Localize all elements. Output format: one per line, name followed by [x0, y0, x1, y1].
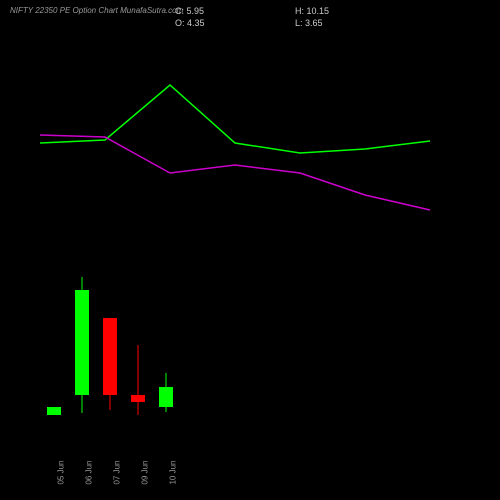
- candle: [75, 35, 89, 435]
- candle: [131, 35, 145, 435]
- chart-area: [40, 35, 460, 435]
- x-axis-label: 10 Jun: [169, 460, 178, 484]
- x-axis-label: 05 Jun: [57, 460, 66, 484]
- chart-title: NIFTY 22350 PE Option Chart MunafaSutra.…: [10, 6, 183, 15]
- candle: [103, 35, 117, 435]
- candle-body: [47, 407, 61, 415]
- candle-body: [131, 395, 145, 402]
- x-axis-label: 06 Jun: [85, 460, 94, 484]
- candle-body: [75, 290, 89, 395]
- x-axis: 05 Jun06 Jun07 Jun09 Jun10 Jun: [40, 440, 460, 470]
- ohlc-low: L: 3.65: [295, 18, 323, 28]
- candle-body: [159, 387, 173, 407]
- ohlc-open: O: 4.35: [175, 18, 205, 28]
- candlestick-area: [40, 35, 460, 435]
- x-axis-label: 07 Jun: [113, 460, 122, 484]
- candle-wick: [138, 345, 139, 415]
- ohlc-close: C: 5.95: [175, 6, 204, 16]
- x-axis-label: 09 Jun: [141, 460, 150, 484]
- candle: [159, 35, 173, 435]
- candle: [47, 35, 61, 435]
- ohlc-high: H: 10.15: [295, 6, 329, 16]
- candle-body: [103, 318, 117, 395]
